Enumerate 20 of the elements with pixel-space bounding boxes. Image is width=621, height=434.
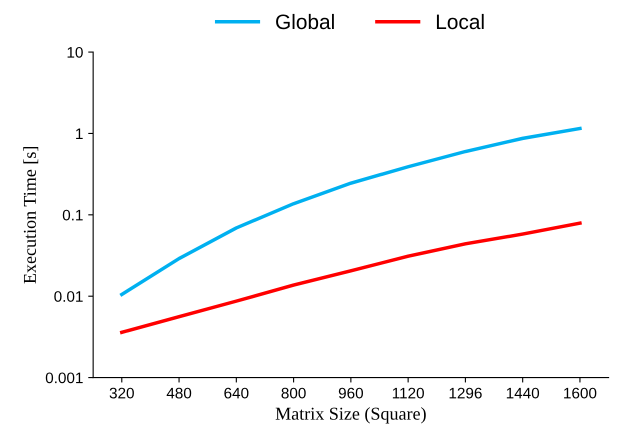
y-tick-label: 0.001 [46, 372, 83, 384]
y-tick-label: 10 [68, 46, 83, 58]
x-tick-label: 320 [110, 388, 134, 399]
line-series [120, 126, 582, 296]
y-tick-label: 0.1 [62, 210, 83, 221]
x-tick-label: 800 [282, 388, 306, 399]
line-series [120, 221, 582, 334]
x-tick-label: 1440 [506, 388, 540, 399]
y-tick-label: 0.01 [54, 291, 83, 302]
x-tick-label: 1120 [392, 388, 424, 399]
y-tick-label: 1 [76, 128, 83, 139]
x-tick-label: 1600 [564, 388, 596, 399]
x-axis-title: Matrix Size (Square) [276, 407, 426, 424]
x-tick-label: 1296 [450, 388, 482, 399]
y-axis-title: Execution Time [s] [23, 146, 38, 284]
x-tick-label: 640 [224, 388, 248, 399]
x-tick-label: 960 [338, 388, 364, 399]
x-tick-label: 480 [166, 388, 192, 399]
legend-label: Local [436, 14, 484, 30]
legend-label: Global [276, 14, 334, 30]
